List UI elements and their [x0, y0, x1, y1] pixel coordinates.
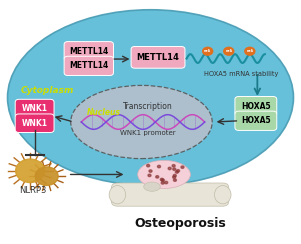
- Text: WNK1: WNK1: [22, 119, 48, 128]
- Circle shape: [35, 167, 58, 185]
- Circle shape: [148, 174, 151, 177]
- Text: HOXA5: HOXA5: [241, 102, 271, 111]
- Circle shape: [177, 170, 180, 172]
- Circle shape: [173, 174, 176, 177]
- FancyBboxPatch shape: [15, 114, 54, 132]
- Text: WNK1 promoter: WNK1 promoter: [120, 130, 175, 136]
- Ellipse shape: [138, 161, 190, 188]
- FancyBboxPatch shape: [64, 41, 113, 61]
- Circle shape: [156, 176, 159, 178]
- Circle shape: [161, 179, 164, 182]
- Circle shape: [165, 181, 168, 184]
- Text: METTL14: METTL14: [69, 47, 108, 56]
- FancyBboxPatch shape: [111, 183, 229, 206]
- Circle shape: [173, 168, 176, 170]
- FancyBboxPatch shape: [235, 96, 277, 116]
- Text: METTL14: METTL14: [137, 53, 179, 62]
- FancyBboxPatch shape: [64, 56, 113, 76]
- Ellipse shape: [144, 182, 160, 191]
- Circle shape: [173, 176, 176, 178]
- Circle shape: [160, 178, 163, 181]
- Circle shape: [173, 179, 176, 181]
- Circle shape: [181, 166, 184, 168]
- Text: NLRP3: NLRP3: [20, 186, 47, 195]
- Text: m⁶A: m⁶A: [204, 49, 211, 53]
- Circle shape: [157, 165, 160, 168]
- Circle shape: [161, 182, 164, 184]
- FancyBboxPatch shape: [131, 46, 185, 68]
- Circle shape: [149, 170, 152, 172]
- Ellipse shape: [8, 10, 293, 185]
- Text: m⁶A: m⁶A: [225, 49, 232, 53]
- Circle shape: [175, 171, 178, 173]
- Text: WNK1: WNK1: [22, 104, 48, 113]
- Ellipse shape: [244, 47, 256, 56]
- FancyBboxPatch shape: [15, 99, 54, 118]
- Text: HOXA5 mRNA stability: HOXA5 mRNA stability: [203, 71, 278, 77]
- FancyBboxPatch shape: [235, 111, 277, 130]
- Ellipse shape: [202, 47, 213, 56]
- Text: Cytoplasm: Cytoplasm: [21, 86, 74, 95]
- Text: m⁶A: m⁶A: [246, 49, 253, 53]
- Circle shape: [168, 167, 171, 170]
- Text: METTL14: METTL14: [69, 61, 108, 70]
- Circle shape: [147, 164, 150, 167]
- Ellipse shape: [109, 185, 126, 204]
- Text: Transcription: Transcription: [123, 102, 172, 111]
- Ellipse shape: [214, 185, 231, 204]
- Ellipse shape: [71, 85, 212, 159]
- Text: HOXA5: HOXA5: [241, 116, 271, 125]
- Circle shape: [172, 164, 175, 167]
- Text: Osteoporosis: Osteoporosis: [135, 217, 226, 230]
- Ellipse shape: [223, 47, 234, 56]
- Circle shape: [16, 159, 45, 183]
- Text: Nucleus: Nucleus: [87, 108, 121, 117]
